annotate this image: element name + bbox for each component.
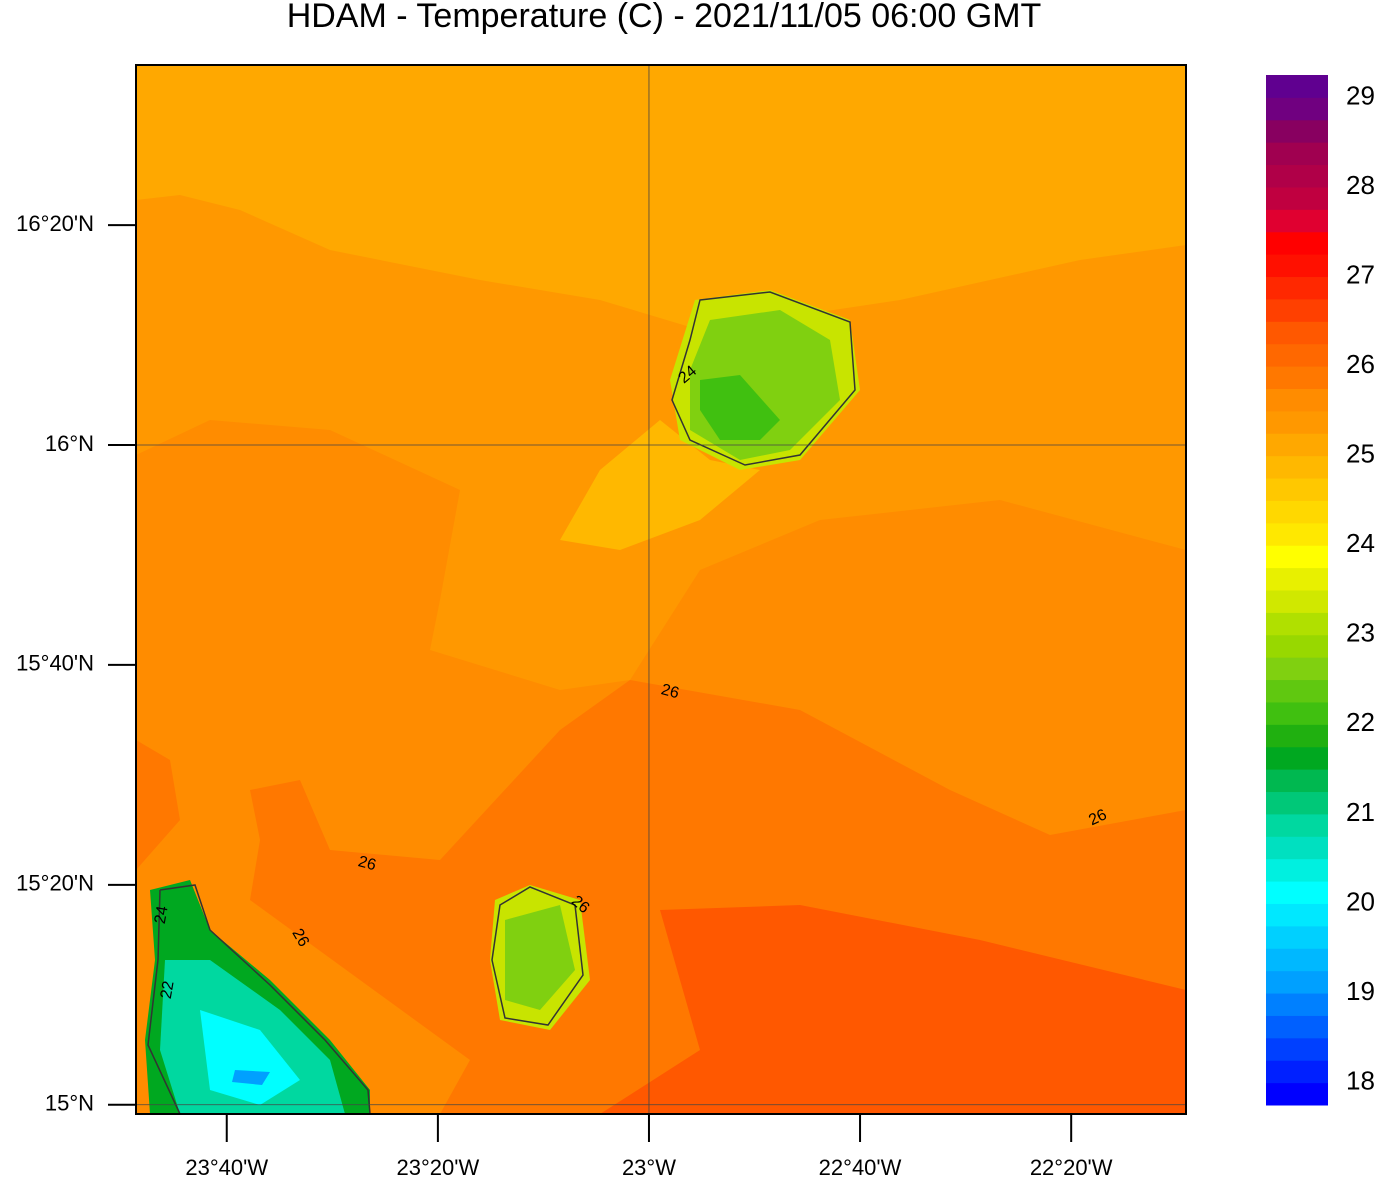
colorbar-swatch	[1266, 478, 1328, 501]
colorbar-swatch	[1266, 612, 1328, 636]
contour-label: 26	[1086, 806, 1109, 829]
colorbar-swatch	[1266, 769, 1328, 793]
colorbar-swatch	[1266, 164, 1328, 188]
x-tick-label: 22°20'W	[1030, 1155, 1113, 1180]
colorbar-swatch	[1266, 75, 1328, 98]
colorbar-label: 24	[1346, 528, 1375, 558]
coastlines	[147, 291, 856, 1115]
colorbar-swatch	[1266, 881, 1328, 904]
colorbar-swatch	[1266, 791, 1328, 815]
colorbar-swatch	[1266, 993, 1328, 1016]
colorbar-swatch	[1266, 590, 1328, 613]
colorbar-swatch	[1266, 746, 1328, 770]
colorbar-swatch	[1266, 209, 1328, 233]
colorbar-swatch	[1266, 701, 1328, 725]
colorbar-swatch	[1266, 410, 1328, 434]
x-tick-label: 23°20'W	[397, 1155, 480, 1180]
colorbar-swatch	[1266, 1037, 1328, 1061]
x-tick-label: 22°40'W	[819, 1155, 902, 1180]
colorbar-swatch	[1266, 254, 1328, 278]
colorbar-swatch	[1266, 634, 1328, 658]
colorbar-swatch	[1266, 186, 1328, 210]
colorbar-label: 26	[1346, 349, 1375, 379]
colorbar-label: 22	[1346, 707, 1375, 737]
colorbar-label: 29	[1346, 80, 1375, 110]
colorbar-label: 28	[1346, 170, 1375, 200]
colorbar-swatch	[1266, 903, 1328, 927]
colorbar-swatch	[1266, 500, 1328, 524]
contour-label: 26	[659, 681, 681, 702]
colorbar-label: 21	[1346, 797, 1375, 827]
colorbar-swatch	[1266, 433, 1328, 457]
colorbar-swatch	[1266, 321, 1328, 345]
temperature-field	[136, 65, 1186, 1114]
y-tick-label: 16°20'N	[16, 211, 94, 236]
colorbar-label: 18	[1346, 1065, 1375, 1095]
colorbar-swatch	[1266, 836, 1328, 860]
colorbar-label: 25	[1346, 439, 1375, 469]
contour-label: 24	[152, 905, 172, 926]
colorbar-swatch	[1266, 567, 1328, 591]
contour-label: 22	[158, 980, 178, 1001]
contour-label: 26	[288, 926, 312, 950]
x-tick-label: 23°40'W	[185, 1155, 268, 1180]
colorbar-swatch	[1266, 813, 1328, 837]
colorbar-label: 20	[1346, 886, 1375, 916]
colorbar-swatch	[1266, 142, 1328, 166]
colorbar-label: 27	[1346, 259, 1375, 289]
colorbar-swatch	[1266, 366, 1328, 389]
colorbar-swatch	[1266, 970, 1328, 994]
axes: 15°N 15°20'N 15°40'N 16°N 16°20'N 23°40'W 23°2…	[16, 64, 1187, 1180]
colorbar: 18 19 20 21 22 23 24 25 26 27 28 29	[1266, 75, 1375, 1106]
x-tick-label: 23°W	[622, 1155, 676, 1180]
colorbar-swatch	[1266, 276, 1328, 300]
colorbar-swatch	[1266, 724, 1328, 748]
colorbar-swatch	[1266, 1015, 1328, 1039]
colorbar-swatch	[1266, 343, 1328, 367]
colorbar-swatch	[1266, 97, 1328, 121]
colorbar-swatch	[1266, 858, 1328, 882]
colorbar-swatch	[1266, 388, 1328, 412]
colorbar-label: 19	[1346, 976, 1375, 1006]
y-tick-label: 15°20'N	[16, 871, 94, 896]
colorbar-swatch	[1266, 679, 1328, 703]
map-title: HDAM - Temperature (C) - 2021/11/05 06:0…	[287, 0, 1042, 35]
colorbar-swatch	[1266, 522, 1328, 546]
colorbar-swatch	[1266, 1060, 1328, 1084]
y-tick-label: 16°N	[45, 431, 94, 456]
colorbar-swatch	[1266, 545, 1328, 569]
colorbar-swatch	[1266, 1082, 1328, 1106]
y-tick-label: 15°40'N	[16, 651, 94, 676]
colorbar-swatch	[1266, 119, 1328, 143]
colorbar-swatch	[1266, 948, 1328, 972]
y-tick-label: 15°N	[45, 1091, 94, 1116]
colorbar-swatch	[1266, 231, 1328, 255]
colorbar-swatch	[1266, 925, 1328, 949]
colorbar-swatch	[1266, 298, 1328, 322]
contour-label: 26	[356, 853, 378, 874]
colorbar-swatch	[1266, 657, 1328, 681]
plot-frame	[135, 64, 1187, 1115]
colorbar-label: 23	[1346, 618, 1375, 648]
colorbar-swatch	[1266, 455, 1328, 479]
